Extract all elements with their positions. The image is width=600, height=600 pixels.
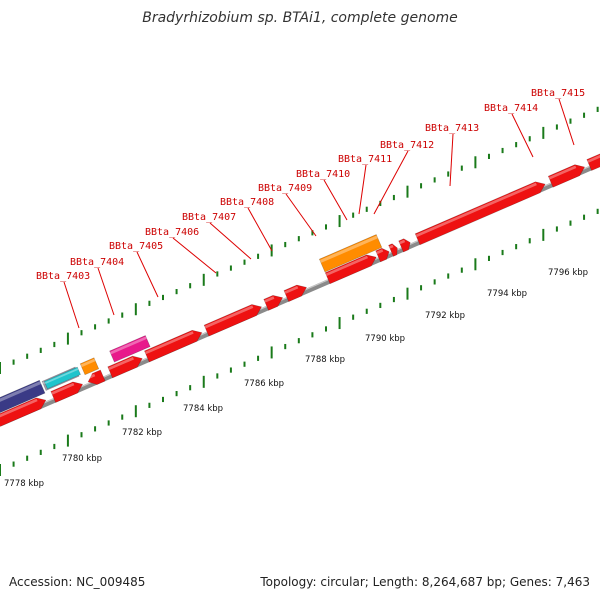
gene-label: BBta_7414 [484, 103, 538, 114]
gene-label: BBta_7406 [145, 227, 199, 238]
leader-line [358, 164, 367, 215]
leader-line [511, 113, 534, 158]
scale-label: 7790 kbp [365, 334, 405, 344]
leader-line [172, 237, 217, 274]
gene-label: BBta_7413 [425, 123, 479, 134]
tick-marks [0, 106, 599, 476]
scale-label: 7796 kbp [548, 268, 588, 278]
gene-arrow [43, 366, 81, 390]
gene-highlight [388, 244, 394, 249]
gene-highlight [587, 148, 600, 163]
gene-highlight [108, 357, 134, 371]
scale-label: 7794 kbp [487, 289, 527, 299]
leader-line [247, 207, 273, 252]
gene-arrow [87, 369, 106, 385]
scale-label: 7788 kbp [305, 355, 345, 365]
leader-line [449, 133, 454, 187]
gene-features [0, 147, 600, 430]
leader-line [136, 251, 159, 298]
scale-label: 7782 kbp [122, 428, 162, 438]
gene-label: BBta_7410 [296, 169, 350, 180]
scale-label: 7784 kbp [183, 404, 223, 414]
gene-arrow [586, 147, 600, 171]
gene-highlight [548, 165, 577, 180]
gene-highlight [0, 381, 42, 407]
gene-arrow [414, 181, 546, 246]
leader-line [97, 267, 115, 316]
gene-highlight [325, 255, 369, 277]
leader-line [373, 150, 409, 215]
gene-arrow [547, 164, 586, 188]
gene-arrow [144, 329, 203, 363]
gene-label: BBta_7415 [531, 88, 585, 99]
gene-highlight [204, 305, 254, 329]
gene-arrow [203, 304, 263, 337]
gene-highlight [376, 249, 384, 255]
gene-arrow [324, 254, 377, 285]
gene-highlight [44, 368, 79, 385]
gene-highlight [319, 235, 378, 263]
gene-label: BBta_7409 [258, 183, 312, 194]
gene-label: BBta_7407 [182, 212, 236, 223]
leader-line [323, 179, 348, 221]
gene-highlight [0, 398, 38, 422]
gene-arrow [50, 381, 84, 403]
gene-highlight [415, 182, 537, 238]
scale-label: 7780 kbp [62, 454, 102, 464]
map-title: Bradyrhizobium sp. BTAi1, complete genom… [142, 10, 458, 26]
gene-arrow [107, 355, 143, 379]
gene-highlight [51, 382, 75, 395]
leader-line [558, 98, 575, 146]
scale-label: 7786 kbp [244, 379, 284, 389]
gene-label: BBta_7404 [70, 257, 124, 268]
gene-arrow [283, 284, 307, 302]
gene-highlight [86, 373, 96, 380]
scale-label: 7778 kbp [4, 479, 44, 489]
gene-label: BBta_7405 [109, 241, 163, 252]
gene-arrow [375, 247, 390, 263]
gene-highlight [284, 285, 299, 294]
gene-label: BBta_7403 [36, 271, 90, 282]
gene-arrow [109, 335, 151, 363]
label-leader-lines [63, 98, 575, 329]
gene-highlight [80, 358, 96, 368]
gene-highlight [264, 296, 275, 303]
leader-line [285, 193, 317, 237]
scale-label: 7792 kbp [425, 311, 465, 321]
gene-labels: BBta_7403 BBta_7404 BBta_7405 BBta_7406 BBta… [36, 88, 585, 282]
gene-arrow [388, 243, 398, 257]
gene-highlight [109, 336, 147, 355]
genome-stats-label: Topology: circular; Length: 8,264,687 bp… [260, 575, 590, 589]
gene-highlight [399, 239, 406, 245]
leader-line [63, 281, 80, 329]
gene-arrow [398, 238, 411, 253]
gene-highlight [144, 331, 194, 355]
gene-arrow [79, 357, 100, 376]
gene-label: BBta_7412 [380, 140, 434, 151]
gene-label: BBta_7408 [220, 197, 274, 208]
gene-label: BBta_7411 [338, 154, 392, 165]
gene-arrow [263, 295, 284, 311]
gene-arrow [318, 234, 383, 273]
gene-arrow [0, 379, 46, 416]
gene-arrow [0, 397, 47, 430]
accession-label: Accession: NC_009485 [9, 575, 146, 589]
scale-labels: 7778 kbp 7780 kbp 7782 kbp 7784 kbp 7786 kbp… [4, 268, 588, 489]
leader-line [209, 222, 252, 260]
